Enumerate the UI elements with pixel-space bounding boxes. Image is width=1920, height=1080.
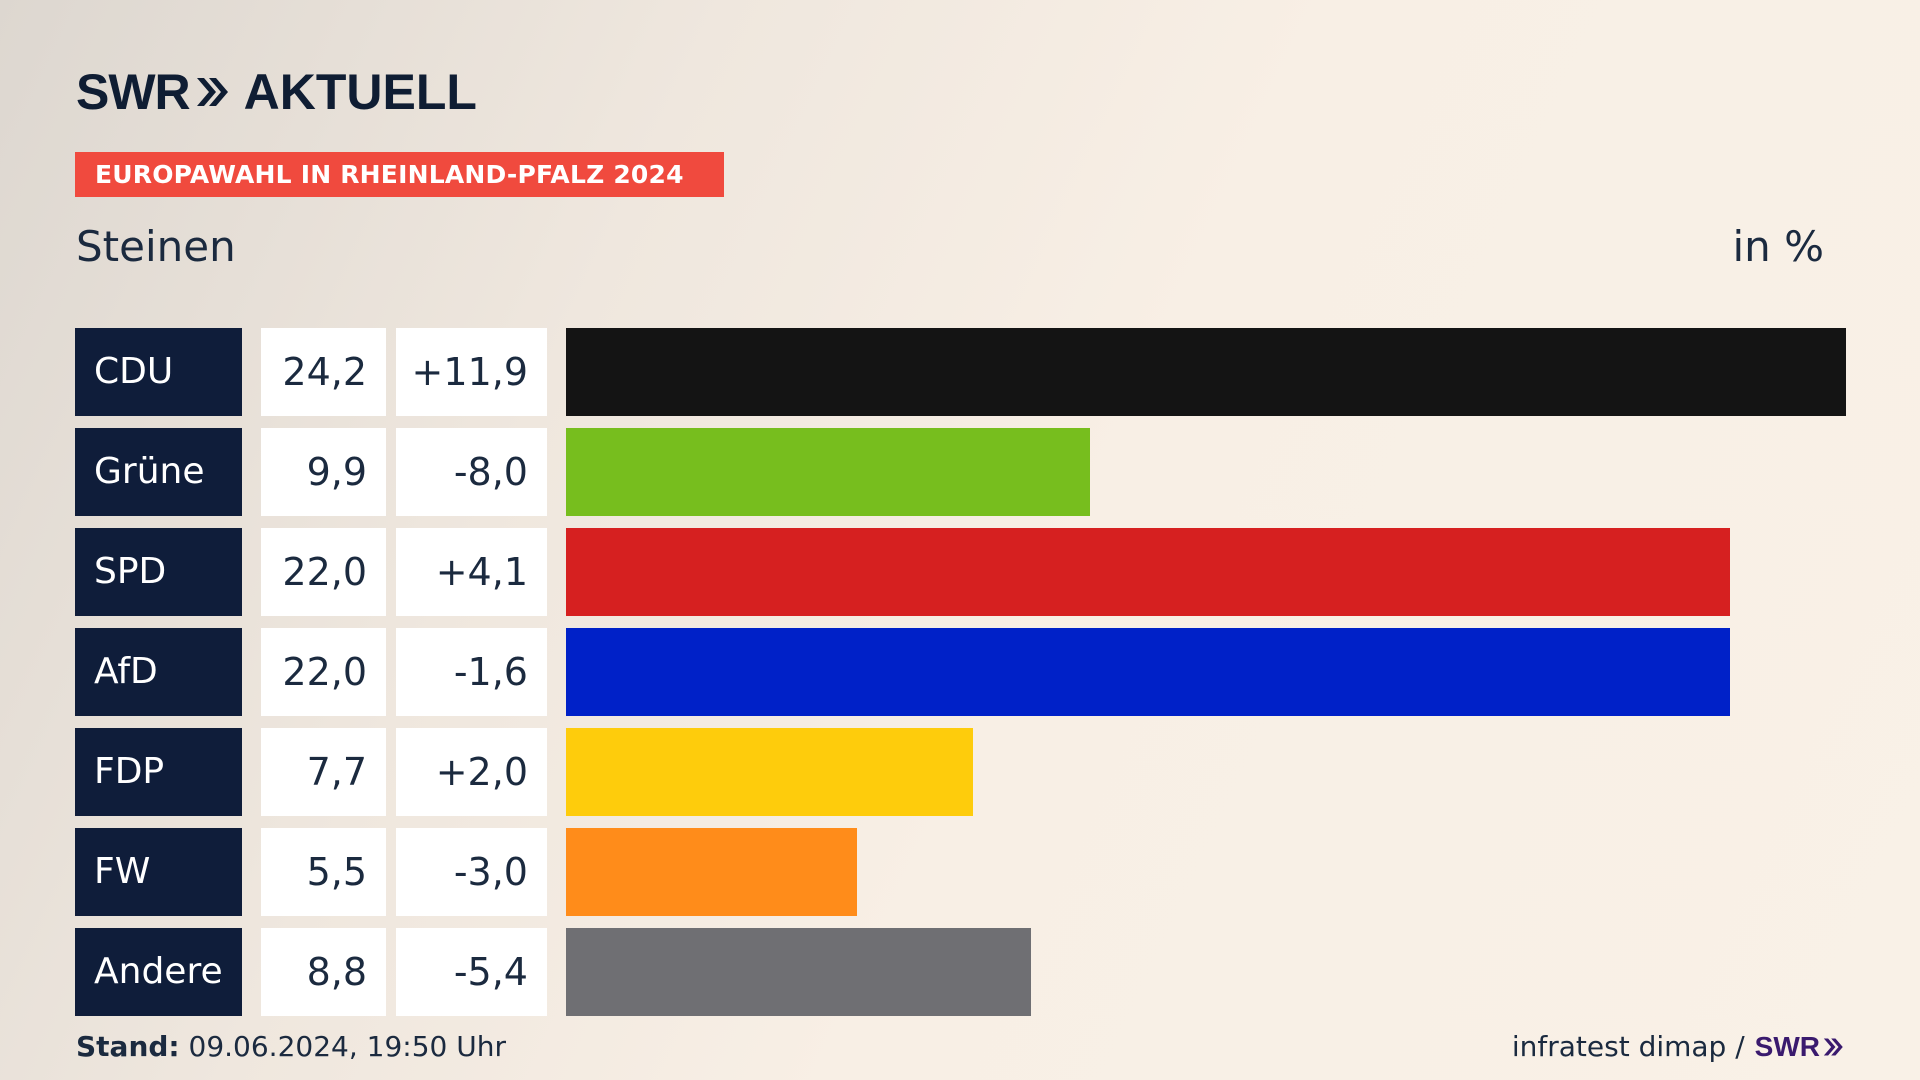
change-label: +2,0: [396, 728, 547, 816]
result-row: Andere 8,8 -5,4: [75, 928, 1846, 1016]
change-label: +4,1: [396, 528, 547, 616]
party-label: SPD: [75, 528, 242, 616]
double-chevron-icon: [1822, 1036, 1844, 1058]
result-row: SPD 22,0 +4,1: [75, 528, 1846, 616]
change-label: -1,6: [396, 628, 547, 716]
vote-share-bar: [566, 828, 857, 916]
vote-share-label: 7,7: [261, 728, 386, 816]
vote-share-bar: [566, 428, 1090, 516]
logo-aktuell-text: AKTUELL: [243, 64, 477, 120]
vote-share-label: 22,0: [261, 528, 386, 616]
swr-aktuell-logo: SWR AKTUELL: [76, 64, 477, 120]
party-label: FDP: [75, 728, 242, 816]
change-label: -8,0: [396, 428, 547, 516]
stand-value: 09.06.2024, 19:50 Uhr: [179, 1030, 506, 1063]
result-row: FDP 7,7 +2,0: [75, 728, 1846, 816]
party-label: Grüne: [75, 428, 242, 516]
double-chevron-icon: [194, 74, 230, 110]
election-banner: EUROPAWAHL IN RHEINLAND-PFALZ 2024: [75, 152, 724, 197]
party-label: CDU: [75, 328, 242, 416]
vote-share-bar: [566, 328, 1846, 416]
change-label: +11,9: [396, 328, 547, 416]
vote-share-label: 9,9: [261, 428, 386, 516]
vote-share-bar: [566, 528, 1730, 616]
vote-share-label: 24,2: [261, 328, 386, 416]
vote-share-label: 8,8: [261, 928, 386, 1016]
vote-share-bar: [566, 928, 1031, 1016]
change-label: -3,0: [396, 828, 547, 916]
vote-share-bar: [566, 628, 1730, 716]
result-row: FW 5,5 -3,0: [75, 828, 1846, 916]
result-row: AfD 22,0 -1,6: [75, 628, 1846, 716]
vote-share-label: 5,5: [261, 828, 386, 916]
unit-label: in %: [1732, 222, 1824, 271]
municipality-title: Steinen: [76, 222, 236, 271]
result-row: CDU 24,2 +11,9: [75, 328, 1846, 416]
source-credit: infratest dimap / SWR: [1512, 1030, 1844, 1063]
change-label: -5,4: [396, 928, 547, 1016]
vote-share-bar: [566, 728, 973, 816]
timestamp: Stand: 09.06.2024, 19:50 Uhr: [76, 1030, 506, 1063]
party-label: AfD: [75, 628, 242, 716]
vote-share-label: 22,0: [261, 628, 386, 716]
source-text: infratest dimap /: [1511, 1030, 1745, 1063]
stand-label: Stand:: [76, 1030, 180, 1063]
logo-swr-text: SWR: [76, 64, 191, 120]
party-label: FW: [75, 828, 242, 916]
party-label: Andere: [75, 928, 242, 1016]
result-row: Grüne 9,9 -8,0: [75, 428, 1846, 516]
swr-small-logo: SWR: [1754, 1030, 1820, 1062]
